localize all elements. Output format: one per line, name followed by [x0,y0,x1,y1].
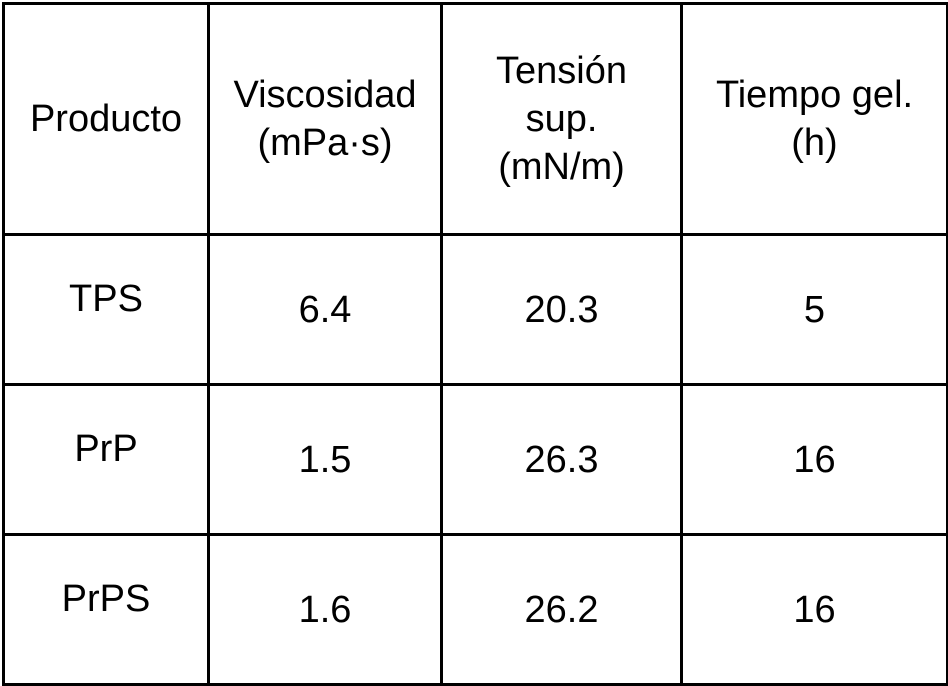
header-cell: Tiempo gel.(h) [682,4,948,235]
value-cell: 1.5 [209,385,442,535]
value-cell: 1.6 [209,535,442,685]
header-text: Viscosidad [210,71,440,119]
product-cell: TPS [4,235,209,385]
product-cell: PrP [4,385,209,535]
header-cell: Tensiónsup.(mN/m) [442,4,682,235]
product-cell: PrPS [4,535,209,685]
header-cell: Viscosidad(mPa·s) [209,4,442,235]
table-body: TPS6.420.35PrP1.526.316PrPS1.626.216 [4,235,948,685]
header-cell: Producto [4,4,209,235]
value-cell: 26.2 [442,535,682,685]
header-text: Tensión [443,47,680,95]
header-text: sup. [443,95,680,143]
value-cell: 26.3 [442,385,682,535]
table-row: TPS6.420.35 [4,235,948,385]
value-cell: 6.4 [209,235,442,385]
table-row: PrP1.526.316 [4,385,948,535]
header-text: (h) [683,119,946,167]
value-cell: 5 [682,235,948,385]
value-cell: 16 [682,385,948,535]
data-table: ProductoViscosidad(mPa·s)Tensiónsup.(mN/… [2,2,948,686]
header-row: ProductoViscosidad(mPa·s)Tensiónsup.(mN/… [4,4,948,235]
header-text: Tiempo gel. [683,71,946,119]
table-row: PrPS1.626.216 [4,535,948,685]
value-cell: 16 [682,535,948,685]
header-text: (mPa·s) [210,119,440,167]
header-text: (mN/m) [443,143,680,191]
value-cell: 20.3 [442,235,682,385]
header-text: Producto [5,95,207,143]
table-header: ProductoViscosidad(mPa·s)Tensiónsup.(mN/… [4,4,948,235]
